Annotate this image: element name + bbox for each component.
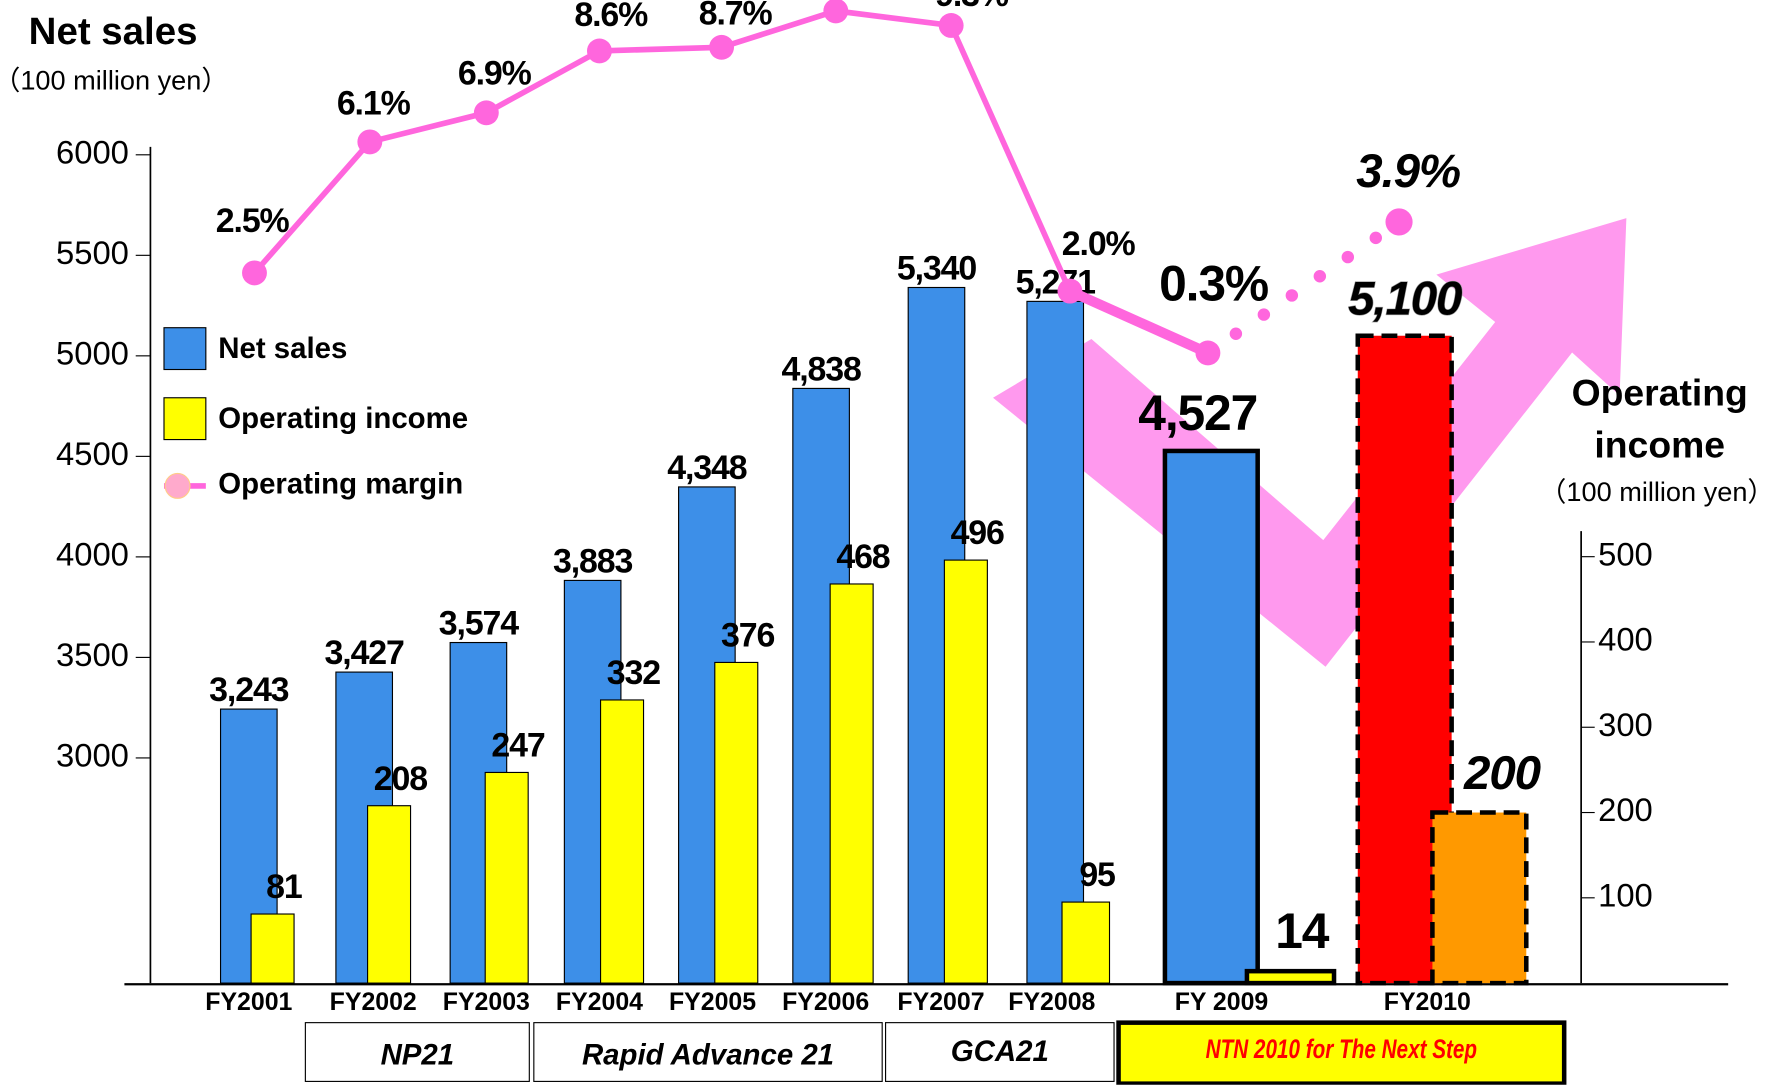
x-tick-label: FY2002 <box>330 988 417 1016</box>
net-sales-label: 4,527 <box>1138 385 1257 441</box>
y-tick-label: 4500 <box>56 435 129 472</box>
net-sales-bar <box>1026 300 1085 984</box>
x-tick-label: FY 2009 <box>1175 988 1269 1016</box>
y-tick-label: 5500 <box>56 234 129 271</box>
program-label: NTN 2010 for The Next Step <box>1206 1033 1477 1064</box>
net-sales-label: 5,340 <box>897 250 977 288</box>
margin-label: 3.9% <box>1356 145 1460 198</box>
legend-swatch <box>164 472 191 499</box>
net-sales-label: 5,100 <box>1348 272 1462 325</box>
y-axis-unit: （100 million yen） <box>0 65 228 96</box>
x-tick-label: FY2001 <box>205 988 292 1016</box>
program-box <box>885 1022 1115 1082</box>
operating-income-bar <box>943 559 988 984</box>
margin-label: 9.3% <box>935 0 1009 14</box>
y2-tick-label: 400 <box>1598 621 1653 658</box>
net-sales-label: 3,427 <box>325 634 405 672</box>
operating-income-bar <box>250 913 295 984</box>
margin-dot <box>1195 340 1221 366</box>
operating-income-bar <box>367 805 412 984</box>
y-tick-label: 3500 <box>56 636 129 673</box>
x-tick-label: FY2007 <box>897 988 984 1016</box>
margin-dot <box>242 260 267 286</box>
x-tick-label: FY2010 <box>1384 988 1471 1016</box>
program-box <box>304 1022 530 1082</box>
program-box <box>533 1022 883 1082</box>
operating-income-bar <box>599 699 645 984</box>
operating-income-bar <box>714 661 759 984</box>
operating-income-label: 247 <box>491 727 544 765</box>
margin-label: 6.1% <box>337 85 411 123</box>
y-axis-title: Net sales <box>29 10 198 53</box>
margin-line <box>252 8 1073 293</box>
operating-income-label: 200 <box>1463 747 1541 800</box>
operating-income-bar <box>1244 968 1337 986</box>
y-tick-label: 4000 <box>56 536 129 573</box>
legend-swatch <box>163 327 207 371</box>
y2-axis-title: Operating income <box>1571 371 1748 466</box>
operating-income-bar <box>1430 810 1529 986</box>
margin-label: 8.7% <box>699 0 773 33</box>
margin-line-forecast <box>1201 215 1406 360</box>
margin-dot <box>473 100 499 126</box>
operating-income-label: 208 <box>374 760 427 798</box>
margin-label: 2.5% <box>216 202 290 240</box>
y2-tick-label: 200 <box>1598 791 1653 828</box>
y-tick-label: 5000 <box>56 335 129 372</box>
operating-income-label: 496 <box>951 514 1004 552</box>
margin-label: 2.0% <box>1062 225 1136 263</box>
margin-dot <box>1385 208 1413 236</box>
operating-income-label: 95 <box>1079 856 1115 894</box>
y-tick-label: 3000 <box>56 737 129 774</box>
legend-label: Net sales <box>218 332 347 365</box>
legend-swatch <box>163 397 207 441</box>
operating-income-label: 14 <box>1275 903 1330 959</box>
margin-line-recent <box>1067 286 1210 358</box>
operating-income-label: 81 <box>266 868 302 906</box>
margin-dot <box>938 13 964 38</box>
margin-label: 6.9% <box>458 54 532 92</box>
margin-label: 0.3% <box>1159 256 1268 312</box>
y-tick-label: 6000 <box>56 133 129 170</box>
legend-label: Operating income <box>218 402 468 435</box>
x-tick-label: FY2006 <box>782 988 869 1016</box>
operating-income-bar <box>829 583 874 984</box>
trend-arrow <box>993 218 1627 667</box>
x-tick-label: FY2003 <box>443 988 530 1016</box>
x-tick-label: FY2005 <box>669 988 756 1016</box>
margin-dot <box>357 129 383 155</box>
program-label: GCA21 <box>951 1035 1049 1068</box>
margin-label: 8.6% <box>574 0 648 34</box>
program-label: NP21 <box>381 1038 455 1071</box>
operating-income-label: 376 <box>721 617 774 655</box>
operating-income-label: 468 <box>836 538 889 576</box>
net-sales-label: 3,243 <box>209 671 289 709</box>
net-sales-label: 4,838 <box>781 350 861 388</box>
margin-dot <box>1057 278 1083 304</box>
x-tick-label: FY2004 <box>556 988 643 1016</box>
y2-tick-label: 100 <box>1598 876 1653 913</box>
margin-dot <box>709 34 735 60</box>
y2-tick-label: 300 <box>1598 706 1653 743</box>
legend-label: Operating margin <box>218 468 463 501</box>
y2-axis-unit: （100 million yen） <box>1539 476 1770 507</box>
net-sales-bar <box>1162 448 1260 986</box>
net-sales-label: 3,883 <box>553 542 633 580</box>
operating-income-bar <box>484 771 529 984</box>
net-sales-label: 4,348 <box>667 449 747 487</box>
y2-tick-label: 500 <box>1598 535 1653 572</box>
operating-income-bar <box>1061 901 1111 984</box>
margin-dot <box>823 0 849 24</box>
program-label: Rapid Advance 21 <box>582 1038 834 1071</box>
net-sales-label: 3,574 <box>439 605 520 643</box>
margin-dot <box>586 38 612 64</box>
operating-income-label: 332 <box>607 654 660 692</box>
x-tick-label: FY2008 <box>1008 988 1095 1016</box>
program-box <box>1116 1020 1567 1085</box>
